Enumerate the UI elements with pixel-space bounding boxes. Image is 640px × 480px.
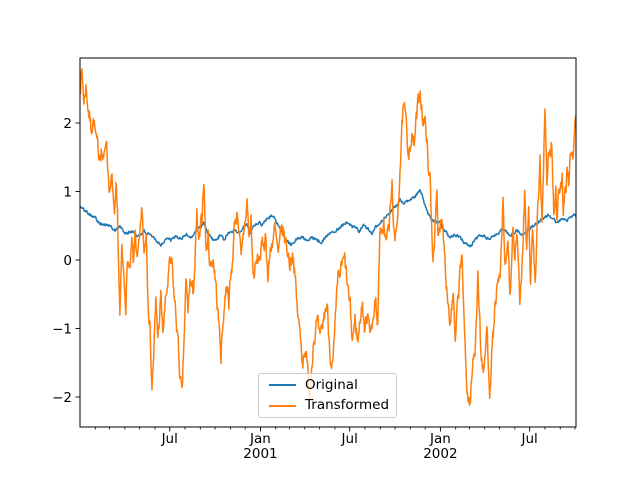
legend-entry-transformed: Transformed bbox=[259, 396, 396, 416]
legend: Original Transformed bbox=[258, 373, 397, 418]
axes-frame bbox=[79, 57, 577, 428]
legend-entry-original: Original bbox=[259, 375, 396, 395]
y-tick-label: 0 bbox=[63, 253, 72, 269]
series-line-transformed bbox=[80, 68, 576, 407]
legend-label-original: Original bbox=[305, 376, 358, 393]
y-tick-label: 2 bbox=[63, 116, 72, 132]
x-tick-label: Jul bbox=[521, 431, 538, 447]
x-tick-label: Jul bbox=[161, 431, 178, 447]
transformed-line-swatch bbox=[269, 404, 296, 407]
y-tick-label: −2 bbox=[52, 390, 72, 406]
y-tick-label: −1 bbox=[52, 321, 72, 337]
original-line-swatch bbox=[269, 384, 296, 387]
x-tick-year-label: 2001 bbox=[243, 446, 277, 462]
x-tick-label: Jan bbox=[249, 431, 271, 447]
x-tick-label: Jan bbox=[429, 431, 451, 447]
series-line-original bbox=[80, 188, 576, 248]
x-tick-year-label: 2002 bbox=[423, 446, 457, 462]
x-tick-label: Jul bbox=[341, 431, 358, 447]
y-tick-label: 1 bbox=[63, 184, 72, 200]
legend-label-transformed: Transformed bbox=[305, 396, 390, 413]
